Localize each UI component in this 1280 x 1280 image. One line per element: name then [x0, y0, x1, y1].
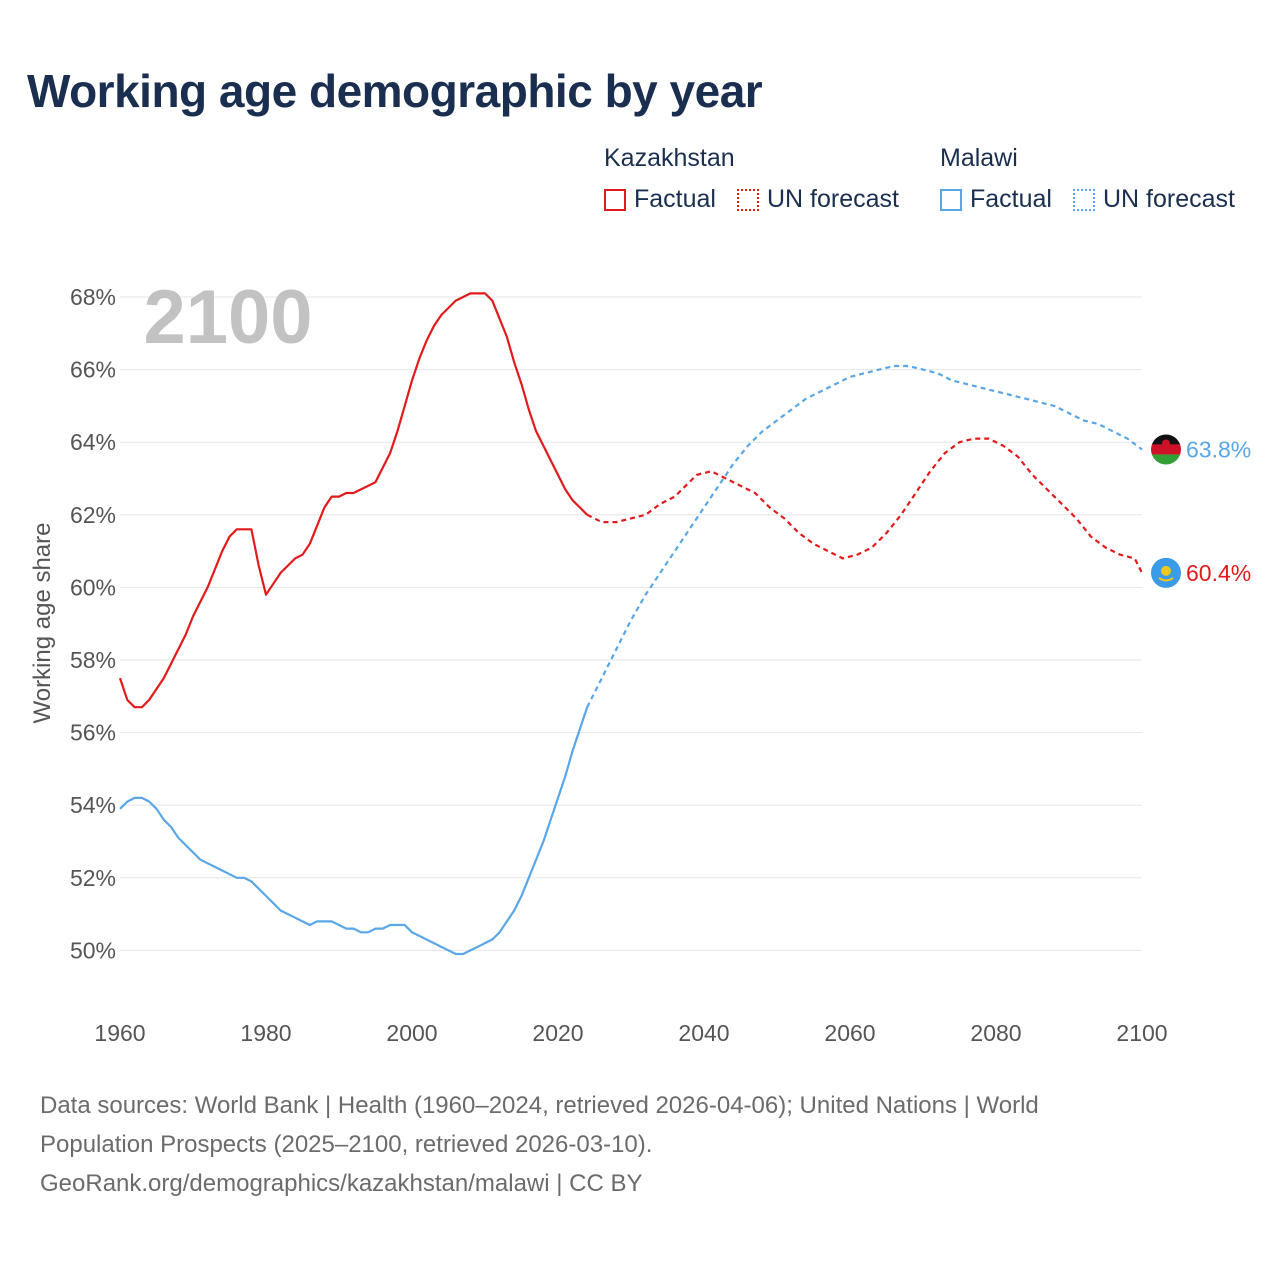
source-line-3[interactable]: GeoRank.org/demographics/kazakhstan/mala… [40, 1170, 643, 1197]
malawi-flag-icon [1151, 434, 1181, 465]
x-tick-label: 1960 [94, 1020, 145, 1046]
kazakhstan-flag-icon [1151, 557, 1181, 588]
legend-malawi-forecast[interactable]: UN forecast [1073, 185, 1235, 214]
y-tick-label: 50% [70, 937, 116, 963]
legend-dotted-swatch-icon [737, 188, 759, 211]
legend-kazakhstan-factual[interactable]: Factual [604, 185, 716, 214]
line-chart: 50% 52% 54% 56% 58% 60% 62% 64% 66% 68% 1960 1980 2… [29, 275, 1251, 1046]
legend-kazakhstan-label: Kazakhstan [604, 144, 735, 172]
y-tick-label: 54% [70, 792, 116, 818]
source-line-1: Data sources: World Bank | Health (1960–… [40, 1092, 1039, 1119]
y-tick-label: 60% [70, 574, 116, 600]
flag-sun [1162, 439, 1170, 448]
y-tick-label: 58% [70, 647, 116, 673]
kazakhstan-end-value-label: 60.4% [1186, 560, 1251, 586]
series-lines [118, 292, 1143, 956]
source-line-2: Population Prospects (2025–2100, retriev… [40, 1131, 653, 1158]
y-tick-label: 66% [70, 357, 116, 383]
legend-kazakhstan-forecast[interactable]: UN forecast [737, 185, 899, 214]
y-tick-label: 68% [70, 284, 116, 310]
legend-malawi-factual[interactable]: Factual [940, 185, 1052, 214]
legend-kazakhstan-factual-label: Factual [634, 185, 716, 213]
y-tick-label: 52% [70, 865, 116, 891]
y-tick-label: 56% [70, 720, 116, 746]
grid-lines [120, 296, 1142, 951]
x-axis-ticks: 1960 1980 2000 2020 2040 2060 2080 2100 [94, 1020, 1167, 1046]
malawi-factual-line [119, 706, 589, 956]
flag-sun [1161, 565, 1171, 576]
legend-dotted-swatch-icon [1073, 188, 1095, 211]
legend-solid-swatch-icon [940, 188, 962, 211]
x-tick-label: 1980 [240, 1020, 291, 1046]
x-tick-label: 2100 [1116, 1020, 1167, 1046]
legend-malawi-label: Malawi [940, 144, 1018, 172]
end-markers: 60.4% 63.8% [1151, 434, 1251, 588]
x-tick-label: 2040 [678, 1020, 729, 1046]
malawi-forecast-line [586, 364, 1143, 708]
y-tick-label: 62% [70, 502, 116, 528]
legend-malawi-forecast-label: UN forecast [1103, 185, 1235, 213]
x-tick-label: 2020 [532, 1020, 583, 1046]
chart-title: Working age demographic by year [27, 65, 763, 117]
legend-malawi-factual-label: Factual [970, 185, 1052, 213]
source-note: Data sources: World Bank | Health (1960–… [40, 1086, 1220, 1203]
kazakhstan-factual-line [118, 292, 588, 709]
y-axis-ticks: 50% 52% 54% 56% 58% 60% 62% 64% 66% 68% [70, 284, 116, 963]
malawi-end-value-label: 63.8% [1186, 436, 1251, 462]
x-tick-label: 2060 [824, 1020, 875, 1046]
flag-stripe [1151, 444, 1181, 455]
year-watermark: 2100 [143, 275, 312, 360]
flag-eagle [1158, 577, 1174, 582]
kazakhstan-forecast-line [586, 437, 1143, 574]
legend-kazakhstan-forecast-label: UN forecast [767, 185, 899, 213]
x-tick-label: 2000 [386, 1020, 437, 1046]
flag-stripe [1151, 454, 1181, 465]
legend-solid-swatch-icon [604, 188, 626, 211]
y-tick-label: 64% [70, 429, 116, 455]
x-tick-label: 2080 [970, 1020, 1021, 1046]
y-axis-label: Working age share [29, 523, 56, 724]
